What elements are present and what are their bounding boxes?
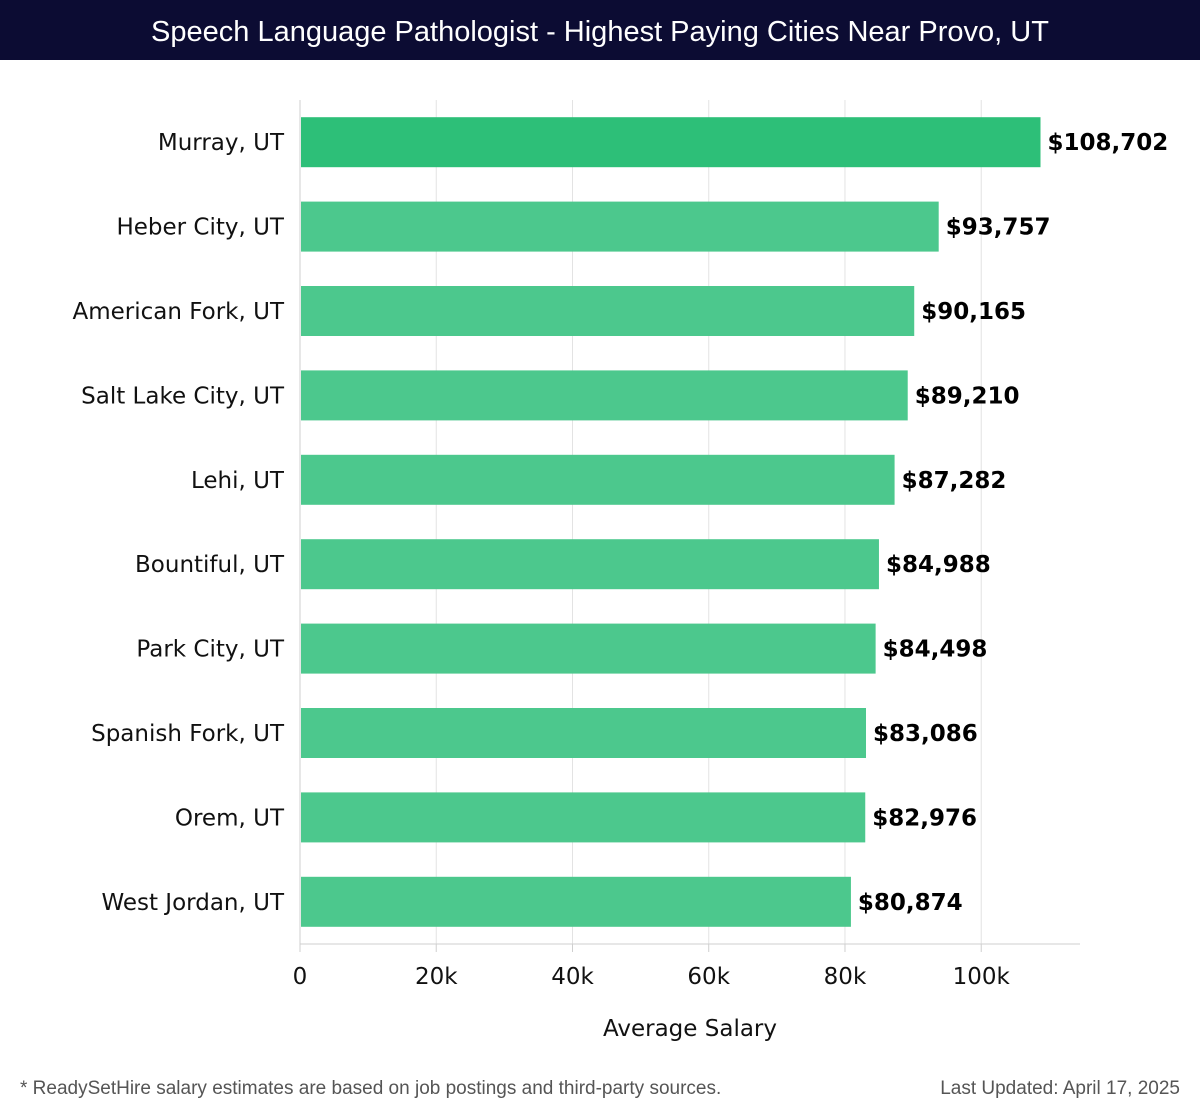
bar (301, 708, 867, 758)
bar (301, 117, 1041, 168)
bar (301, 201, 939, 252)
value-label: $108,702 (1048, 130, 1169, 156)
category-label: West Jordan, UT (101, 890, 284, 916)
bar (301, 370, 908, 421)
value-label: $84,988 (886, 552, 991, 578)
bar (301, 792, 866, 843)
x-axis-title: Average Salary (603, 1016, 777, 1042)
category-label: Murray, UT (158, 130, 285, 156)
value-label: $80,874 (858, 890, 963, 916)
last-updated: Last Updated: April 17, 2025 (940, 1078, 1180, 1099)
x-tick-label: 100k (953, 964, 1011, 990)
value-label: $82,976 (872, 805, 977, 831)
bar-chart: 0 20k 40k 60k 80k 100k Murray, UT $108,702 Heber… (72, 100, 1169, 1042)
value-label: $84,498 (883, 637, 988, 663)
bar (301, 539, 879, 590)
value-label: $93,757 (946, 215, 1051, 241)
value-label: $90,165 (921, 299, 1026, 325)
x-tick-label: 40k (551, 964, 594, 990)
bar (301, 876, 851, 927)
category-label: Heber City, UT (116, 215, 284, 241)
value-label: $83,086 (873, 721, 978, 747)
category-label: Lehi, UT (191, 468, 285, 494)
x-tick-label: 60k (687, 964, 730, 990)
category-label: Bountiful, UT (135, 552, 285, 578)
value-label: $87,282 (902, 468, 1007, 494)
bar (301, 623, 876, 674)
value-label: $89,210 (915, 383, 1020, 409)
category-label: Salt Lake City, UT (81, 383, 285, 409)
category-label: Park City, UT (136, 637, 285, 663)
category-label: American Fork, UT (72, 299, 284, 325)
bar (301, 286, 915, 336)
category-label: Spanish Fork, UT (91, 721, 285, 747)
x-tick-label: 0 (293, 964, 308, 990)
chart-title: Speech Language Pathologist - Highest Pa… (0, 0, 1200, 60)
x-tick-label: 80k (824, 964, 867, 990)
footnote: * ReadySetHire salary estimates are base… (20, 1078, 722, 1099)
category-label: Orem, UT (175, 805, 285, 831)
bar (301, 454, 895, 505)
x-tick-label: 20k (415, 964, 458, 990)
